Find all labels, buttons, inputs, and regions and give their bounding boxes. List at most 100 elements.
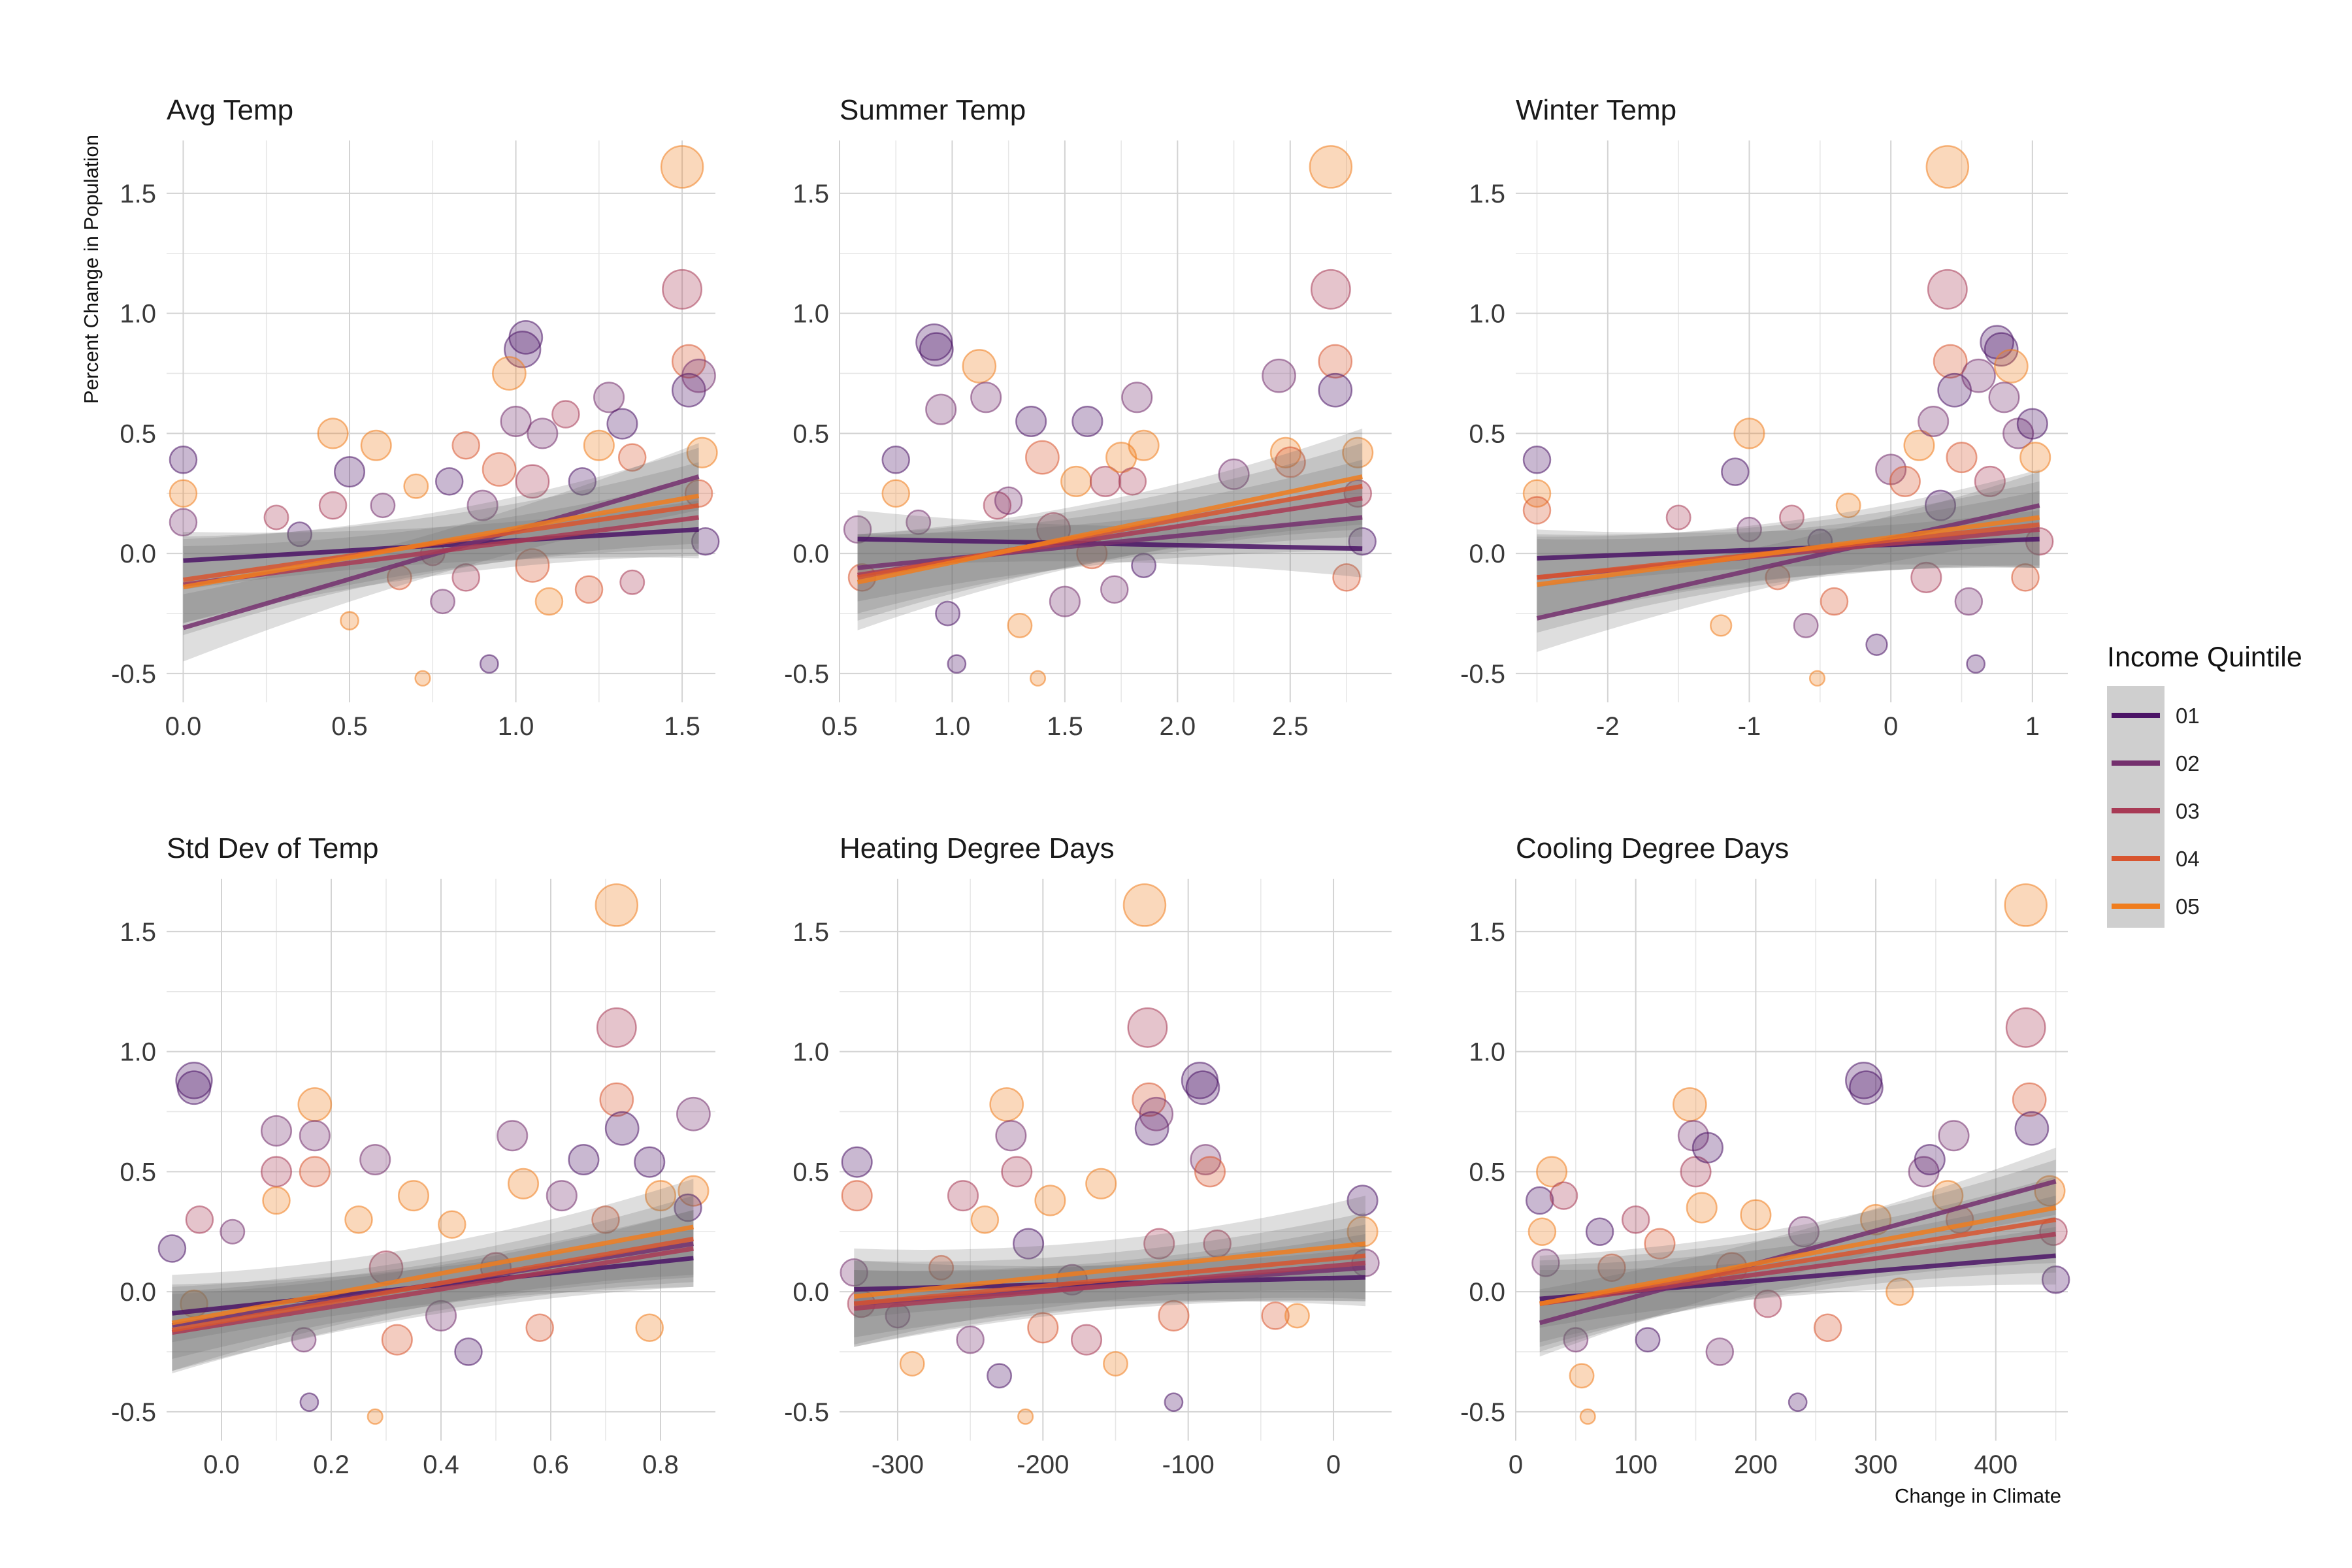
scatter-point <box>1262 358 1296 393</box>
fit-line-q04 <box>857 483 1363 580</box>
scatter-point <box>414 670 431 687</box>
scatter-point <box>2004 883 2048 927</box>
panel-2: 0.5 1.0 1.5 2.0 2.5 -0.5 0.0 0.5 1.0 1.5 Summer Te… <box>784 94 1392 741</box>
scatter-point <box>1085 1168 1117 1200</box>
scatter-point <box>479 654 499 674</box>
x-tick-label: 1.5 <box>664 712 700 741</box>
y-tick-label: 1.5 <box>792 918 829 947</box>
scatter-point <box>451 431 480 460</box>
scatter-point <box>318 491 348 520</box>
scatter-point <box>367 1408 384 1425</box>
scatter-point <box>1531 1249 1560 1277</box>
scatter-point <box>1988 382 2020 414</box>
y-tick-label: -0.5 <box>111 660 156 689</box>
scatter-point <box>1635 1327 1661 1353</box>
x-tick-label: 0 <box>1509 1450 1523 1479</box>
fit-line-q03 <box>1539 1232 2057 1306</box>
scatter-point <box>551 400 580 429</box>
scatter-point <box>2019 442 2051 474</box>
x-tick-label: 2.0 <box>1160 712 1196 741</box>
scatter-point <box>2014 1111 2050 1146</box>
y-axis-label: Percent Change in Population <box>80 135 103 404</box>
panel-title: Cooling Degree Days <box>1516 832 1789 864</box>
scatter-point <box>1194 1156 1226 1188</box>
panel-title: Summer Temp <box>840 94 1026 126</box>
scatter-point <box>1927 269 1968 310</box>
scatter-point <box>1342 436 1374 468</box>
panel-title: Avg Temp <box>167 94 293 126</box>
scatter-point <box>1754 1289 1782 1318</box>
x-tick-label: 1.0 <box>934 712 971 741</box>
scatter-point <box>686 436 718 468</box>
scatter-point <box>176 1070 212 1105</box>
scatter-point <box>1318 344 1353 379</box>
scatter-point <box>840 1258 868 1287</box>
panel-3: -2 -1 0 1 -0.5 0.0 0.5 1.0 1.5 Winter Temp <box>1460 94 2068 741</box>
scatter-point <box>1686 1192 1718 1224</box>
x-tick-label: 300 <box>1854 1450 1898 1479</box>
scatter-point <box>1691 1132 1723 1164</box>
scatter-point <box>662 269 703 310</box>
y-tick-label: 1.5 <box>120 180 156 208</box>
scatter-point <box>1103 1350 1128 1377</box>
scatter-point <box>2041 1266 2070 1294</box>
y-tick-label: 0.0 <box>120 1278 156 1307</box>
scatter-point <box>157 1234 187 1263</box>
scatter-point <box>317 417 349 449</box>
scatter-point <box>344 1205 373 1234</box>
scatter-point <box>1060 465 1092 497</box>
scatter-point <box>527 417 559 449</box>
scatter-point <box>1027 1312 1059 1344</box>
scatter-point <box>1918 405 1950 438</box>
fit-line-q01 <box>183 527 699 563</box>
y-tick-label: -0.5 <box>784 1398 829 1427</box>
scatter-point <box>434 467 464 496</box>
scatter-point <box>1274 446 1306 478</box>
x-tick-label: 1 <box>2025 712 2040 741</box>
scatter-point <box>297 1087 333 1122</box>
scatter-point <box>497 1120 529 1152</box>
scatter-point <box>169 479 198 508</box>
scatter-point <box>1034 1184 1066 1217</box>
scatter-point <box>1903 429 1935 461</box>
scatter-point <box>583 429 615 461</box>
fit-line-q04 <box>853 1253 1366 1306</box>
y-tick-label: 1.0 <box>120 300 156 329</box>
scatter-point <box>340 611 359 630</box>
scatter-point <box>1536 1156 1568 1188</box>
scatter-point <box>1158 1299 1190 1331</box>
x-axis-label: Change in Climate <box>1895 1484 2061 1507</box>
scatter-point <box>1733 417 1765 449</box>
scatter-point <box>568 1143 600 1176</box>
scatter-point <box>1933 344 1968 379</box>
scatter-point <box>2011 563 2040 592</box>
scatter-point <box>1071 405 1103 438</box>
scatter-point <box>1332 563 1361 592</box>
scatter-point <box>169 446 198 474</box>
legend-label: 03 <box>2176 799 2200 823</box>
scatter-point <box>915 323 953 361</box>
x-tick-label: 0.0 <box>165 712 202 741</box>
y-tick-label: 1.0 <box>792 300 829 329</box>
scatter-point <box>1579 1408 1596 1425</box>
scatter-point <box>1185 1070 1220 1105</box>
panel-title: Heating Degree Days <box>840 832 1115 864</box>
scatter-point <box>596 1007 637 1048</box>
fit-line-q05 <box>1537 515 2040 587</box>
fit-line-q05 <box>857 474 1363 585</box>
y-tick-label: 1.0 <box>1469 300 1505 329</box>
scatter-point <box>492 356 527 391</box>
scatter-point <box>970 1205 1000 1234</box>
scatter-point <box>1793 612 1819 638</box>
legend-label: 05 <box>2176 894 2200 919</box>
scatter-point <box>935 600 961 627</box>
scatter-point <box>1865 633 1888 656</box>
scatter-point <box>1001 1156 1033 1188</box>
scatter-point <box>1961 358 1996 393</box>
y-tick-label: 1.5 <box>1469 180 1505 208</box>
scatter-point <box>1835 493 1861 519</box>
panel-title: Std Dev of Temp <box>167 832 378 864</box>
scatter-point <box>970 382 1002 414</box>
scatter-point <box>635 1313 664 1343</box>
scatter-point <box>515 548 550 583</box>
